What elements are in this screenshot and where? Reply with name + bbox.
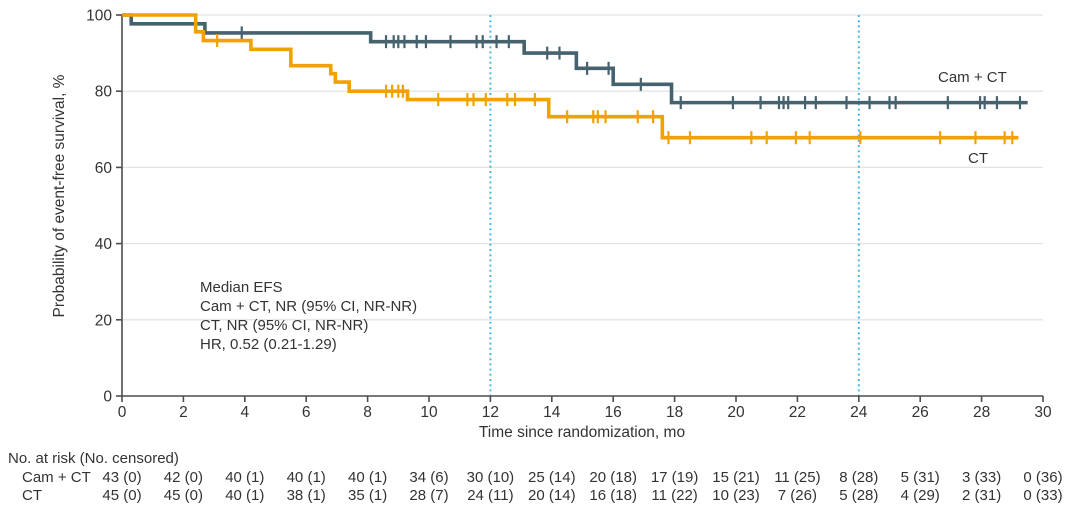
risk-row-label-ct: CT [22, 487, 42, 504]
risk-count: 25 (14) [528, 469, 576, 486]
x-axis-title: Time since randomization, mo [479, 424, 685, 441]
risk-table: No. at risk (No. censored) Cam + CT CT 4… [8, 450, 1063, 504]
x-tick-label: 10 [420, 404, 438, 421]
risk-count: 28 (7) [409, 487, 448, 504]
risk-count: 2 (31) [962, 487, 1001, 504]
risk-count: 40 (1) [225, 487, 264, 504]
y-tick-label: 40 [95, 236, 113, 253]
y-tick-label: 20 [95, 312, 113, 329]
x-tick-label: 12 [482, 404, 499, 421]
risk-count: 11 (22) [651, 487, 697, 504]
y-tick-label: 60 [95, 160, 113, 177]
risk-row-label-cam-ct: Cam + CT [22, 469, 91, 486]
risk-count: 35 (1) [348, 487, 387, 504]
x-tick-label: 22 [789, 404, 806, 421]
gridlines [122, 14, 1043, 321]
survival-curve-ct [122, 13, 1019, 140]
risk-count: 40 (1) [348, 469, 387, 486]
risk-count: 45 (0) [164, 487, 203, 504]
x-tick-label: 4 [240, 404, 249, 421]
risk-count: 4 (29) [901, 487, 940, 504]
survival-curve-cam-ct [122, 13, 1028, 105]
x-tick-label: 18 [666, 404, 683, 421]
median-efs-annotation: Median EFS Cam + CT, NR (95% CI, NR-NR) … [200, 279, 417, 353]
risk-table-header: No. at risk (No. censored) [8, 450, 179, 467]
x-tick-label: 24 [850, 404, 868, 421]
risk-count: 16 (18) [589, 487, 637, 504]
risk-count: 24 (11) [467, 487, 513, 504]
risk-count: 34 (6) [409, 469, 448, 486]
risk-count: 38 (1) [287, 487, 326, 504]
risk-count: 5 (28) [839, 487, 878, 504]
risk-count: 7 (26) [778, 487, 817, 504]
risk-count: 11 (25) [774, 469, 820, 486]
risk-count: 0 (36) [1023, 469, 1062, 486]
risk-table-counts: 43 (0) 42 (0) 40 (1) 40 (1) 40 (1) 34 (6) 30 (… [102, 469, 1062, 504]
y-tick-label: 80 [95, 84, 113, 101]
risk-count: 0 (33) [1023, 487, 1062, 504]
x-tick-label: 16 [605, 404, 622, 421]
risk-count: 3 (33) [962, 469, 1001, 486]
risk-count: 40 (1) [287, 469, 326, 486]
survival-curves [122, 13, 1028, 145]
risk-count: 10 (23) [712, 487, 760, 504]
y-tick-label: 100 [86, 8, 112, 25]
risk-count: 15 (21) [712, 469, 760, 486]
annotation-line-ct: CT, NR (95% CI, NR-NR) [200, 317, 368, 334]
x-tick-label: 0 [118, 404, 127, 421]
risk-count: 5 (31) [901, 469, 940, 486]
risk-count: 8 (28) [839, 469, 878, 486]
risk-count: 42 (0) [164, 469, 203, 486]
x-tick-label: 6 [302, 404, 311, 421]
y-tick-label: 0 [103, 389, 112, 406]
annotation-line-median-efs: Median EFS [200, 279, 283, 296]
x-tick-label: 2 [179, 404, 188, 421]
x-tick-label: 26 [912, 404, 929, 421]
x-tick-label: 20 [727, 404, 745, 421]
annotation-line-cam-ct: Cam + CT, NR (95% CI, NR-NR) [200, 298, 417, 315]
risk-count: 45 (0) [102, 487, 141, 504]
risk-count: 20 (18) [589, 469, 637, 486]
reference-lines [489, 15, 860, 396]
annotation-line-hr: HR, 0.52 (0.21-1.29) [200, 336, 337, 353]
x-tick-label: 14 [543, 404, 561, 421]
x-tick-label: 28 [973, 404, 990, 421]
x-tick-label: 30 [1034, 404, 1052, 421]
y-axis-title: Probability of event-free survival, % [51, 74, 68, 317]
x-tick-label: 8 [363, 404, 372, 421]
series-label-cam-ct: Cam + CT [938, 69, 1007, 86]
risk-count: 43 (0) [102, 469, 141, 486]
risk-count: 17 (19) [651, 469, 699, 486]
series-label-ct: CT [968, 150, 988, 167]
risk-count: 30 (10) [467, 469, 515, 486]
risk-count: 20 (14) [528, 487, 576, 504]
risk-count: 40 (1) [225, 469, 264, 486]
